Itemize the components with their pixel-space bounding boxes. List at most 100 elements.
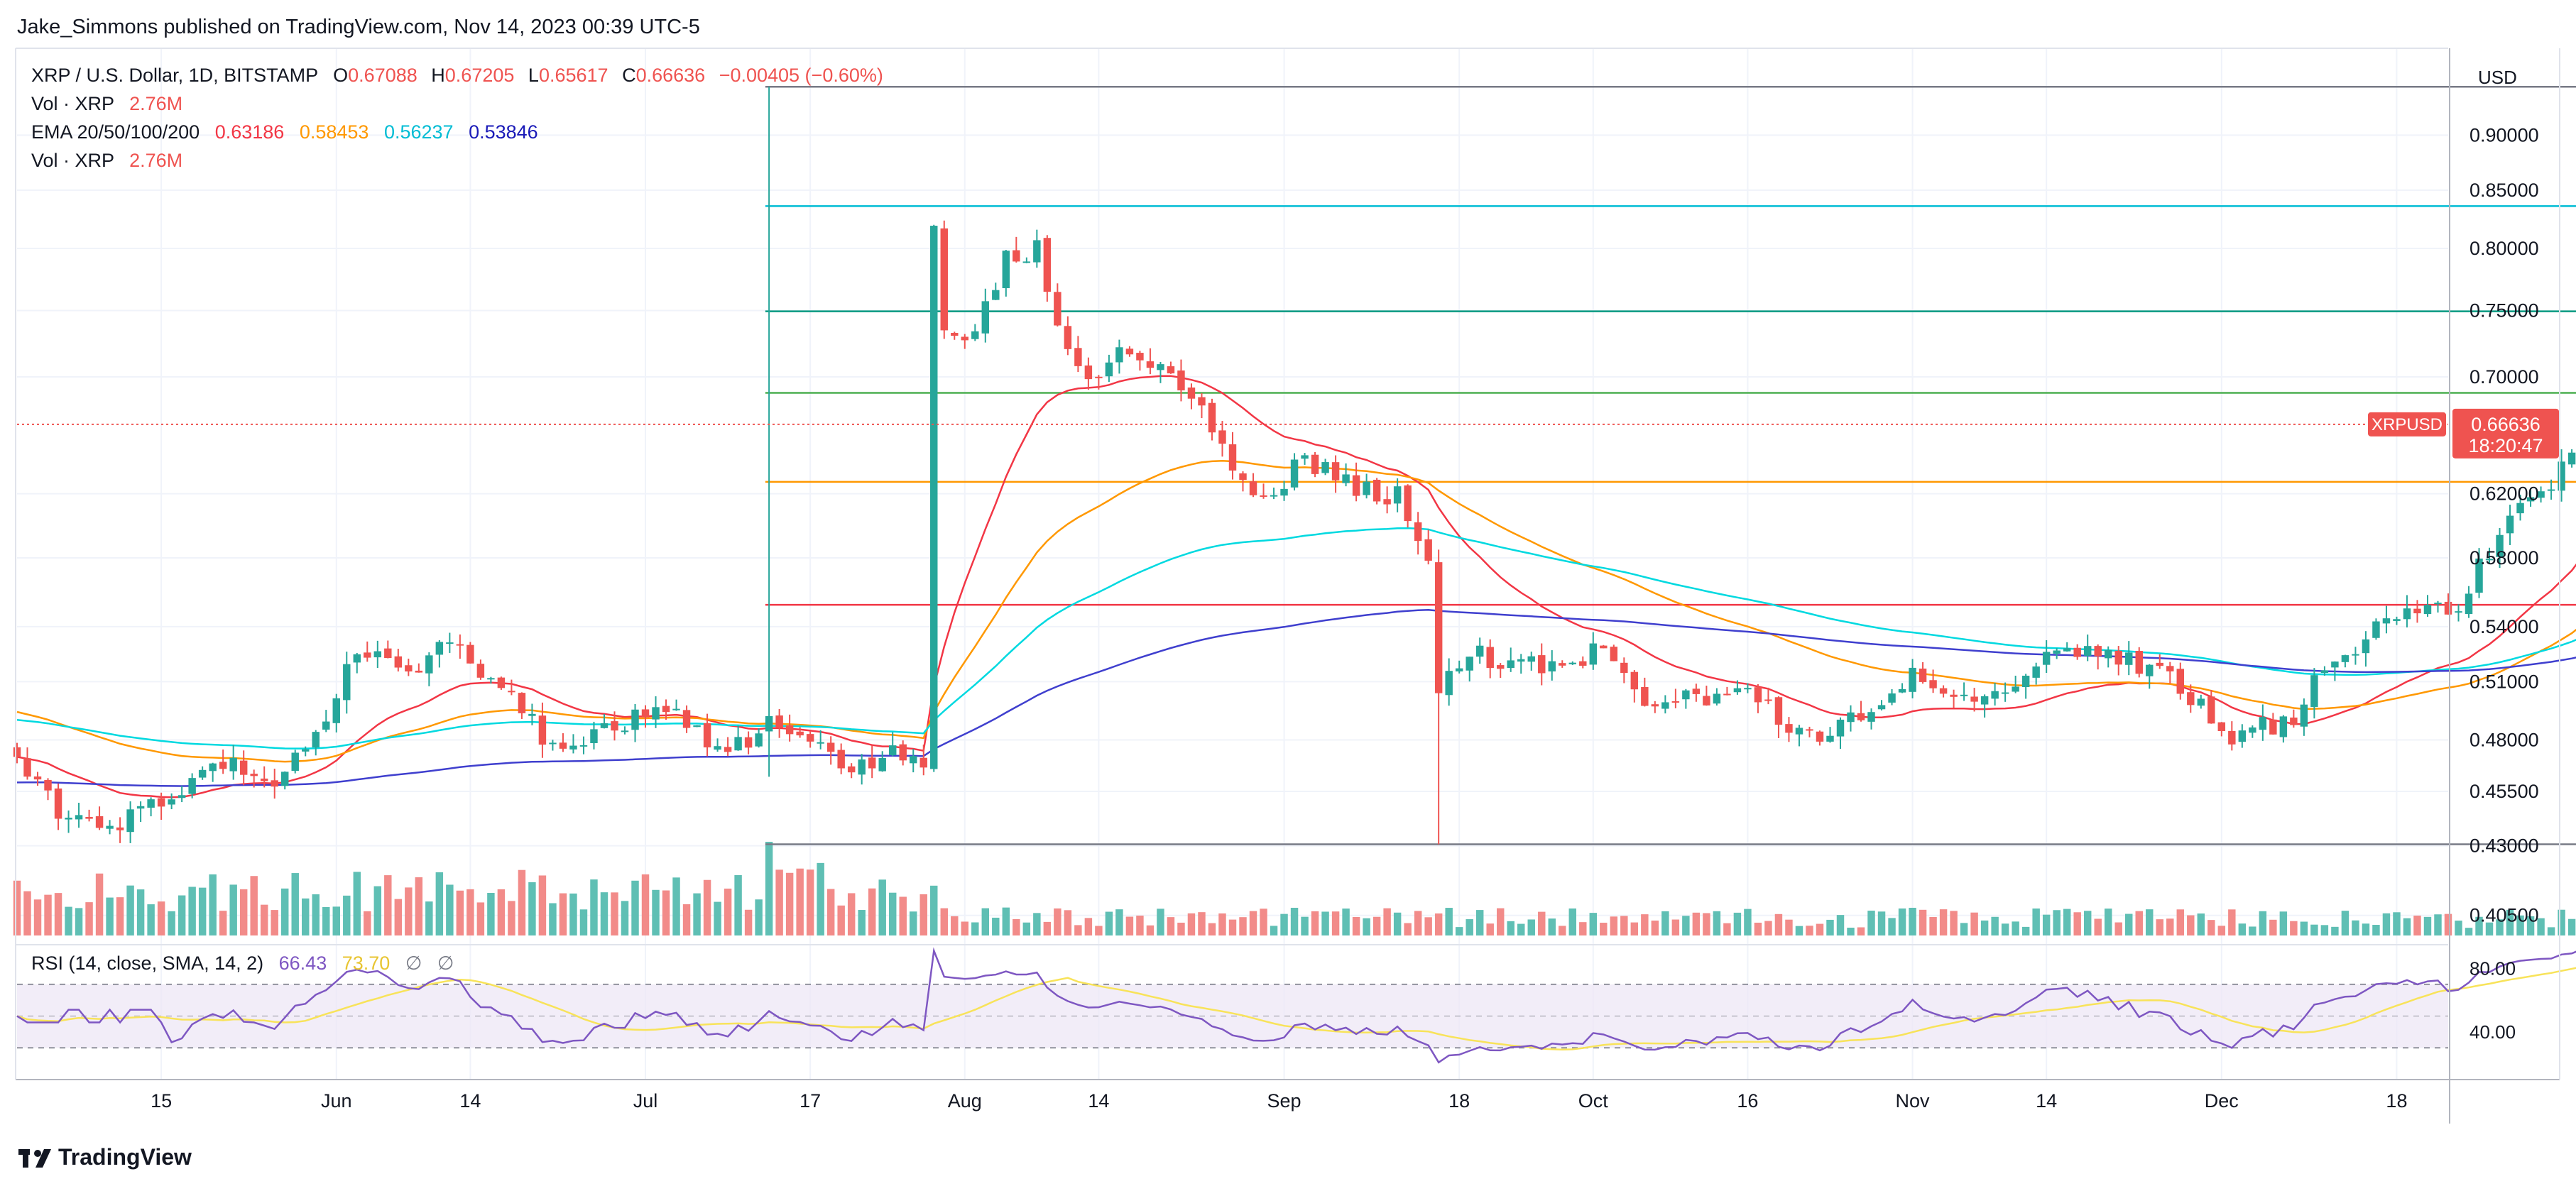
candle-body [910,756,917,764]
candle-body [940,228,948,331]
price-tick-label: 0.54000 [2469,616,2539,637]
volume-bar [487,893,495,935]
rsi-legend-icon-2: ∅ [437,953,454,974]
candle-body [2320,670,2329,674]
candle-body [136,806,145,809]
volume-bar [373,886,382,935]
candle-body [2156,662,2163,666]
volume-bar [1424,917,1432,935]
candle-body [2290,717,2298,725]
legend-symbol[interactable]: XRP / U.S. Dollar, 1D, BITSTAMP [31,65,318,86]
candle-body [239,760,248,775]
candle-body [2269,719,2277,735]
legend-volume-label: Vol · XRP [31,93,114,114]
volume-bar [2135,911,2143,935]
candle-body [1177,370,1185,390]
candle-body [23,758,31,777]
candle-body [744,737,753,748]
candle-body [590,729,598,744]
volume-bar [1795,926,1803,935]
candle-body [662,706,670,713]
candle-body [126,809,134,833]
volume-bar [662,890,670,935]
candle-body [2012,686,2019,692]
candle-body [1610,647,1618,662]
candle-body [1826,735,1834,742]
legend-ema50-value: 0.58453 [300,121,369,143]
candle-body [198,769,207,778]
candle-body [1929,680,1937,688]
price-tag-symbol-bg [2368,412,2446,437]
fibonacci-retracement[interactable]: 1 (0.94636)0.786 (0.83601)0.618 (0.74937… [765,76,2576,855]
candlesticks [13,87,2576,845]
rsi-legend[interactable]: RSI (14, close, SMA, 14, 2) 66.43 73.70 … [31,953,454,974]
rsi-pane[interactable]: 80.00 40.00 [16,947,2576,1064]
ema50-line [16,459,2576,763]
ema200-line [16,609,2576,787]
tradingview-logo-icon [18,1149,51,1168]
candle-body [1125,348,1134,355]
price-tick-label: 0.80000 [2469,238,2539,259]
legend-ema[interactable]: EMA 20/50/100/200 0.63186 0.58453 0.5623… [31,121,538,143]
volume-bar [2485,922,2494,935]
legend-volume-2[interactable]: Vol · XRP 2.76M [31,150,182,171]
candle-body [899,744,907,761]
volume-bar [466,889,474,935]
volume-bar [1105,911,1113,935]
volume-bar [1074,925,1082,935]
volume-bar [280,888,289,935]
price-axis[interactable]: 0.40500 0.43000 0.45500 0.48000 0.51000 0.540… [2469,124,2539,926]
candle-body [364,652,371,658]
volume-bar [1372,916,1381,935]
volume-bar [126,885,134,935]
candle-body [1455,668,1463,671]
volume-bar [1363,918,1370,935]
legend-volume[interactable]: Vol · XRP 2.76M [31,93,182,114]
volume-bar [1486,923,1494,935]
volume-bar [209,874,217,935]
legend-ema20-value: 0.63186 [215,121,285,143]
candle-body [147,799,155,808]
candle-body [1517,659,1525,662]
candle-body [2434,603,2442,605]
volume-bar [951,916,959,935]
candle-body [2362,639,2370,654]
volume-bar [1600,923,1608,935]
candle-body [2372,621,2380,638]
volume-bar [1877,911,1886,935]
candle-body [2187,692,2195,706]
candle-body [1991,691,1999,699]
price-tag-countdown: 18:20:47 [2468,435,2543,456]
candle-body [1888,693,1896,703]
volume-bar [817,862,824,935]
candle-body [878,758,886,772]
volume-bar [1589,913,1598,935]
candle-body [1723,693,1731,696]
time-axis[interactable]: 15 Jun 14 Jul 17 Aug 14 Sep 18 Oct 16 Nov 14 Dec 18 [151,1090,2407,1112]
volume-bar [476,902,485,935]
volume-bar [1239,917,1247,935]
volume-bar [1764,921,1772,935]
volume-bar [641,874,650,935]
candle-body [157,798,165,807]
volume-bar [2403,918,2411,935]
tradingview-logo[interactable]: TradingView [18,1144,192,1170]
volume-bar [2558,909,2565,935]
time-tick-label: Sep [1267,1090,1301,1112]
tradingview-logo-text: TradingView [58,1144,192,1170]
candle-body [765,715,773,732]
last-price-tag[interactable]: XRPUSD 0.66636 18:20:47 [2368,408,2559,459]
volume-bar [1847,928,1855,935]
currency-label[interactable]: USD [2478,67,2517,88]
price-tick-label: 0.45500 [2469,781,2539,802]
volume-bar [456,890,464,935]
volume-bar [621,901,629,935]
volume-bar [1167,917,1175,935]
candle-body [54,788,62,819]
candle-body [1733,688,1742,693]
candle-body [2506,515,2514,534]
candle-body [858,759,866,775]
candle-body [2485,559,2494,561]
volume-bar [2094,918,2102,935]
